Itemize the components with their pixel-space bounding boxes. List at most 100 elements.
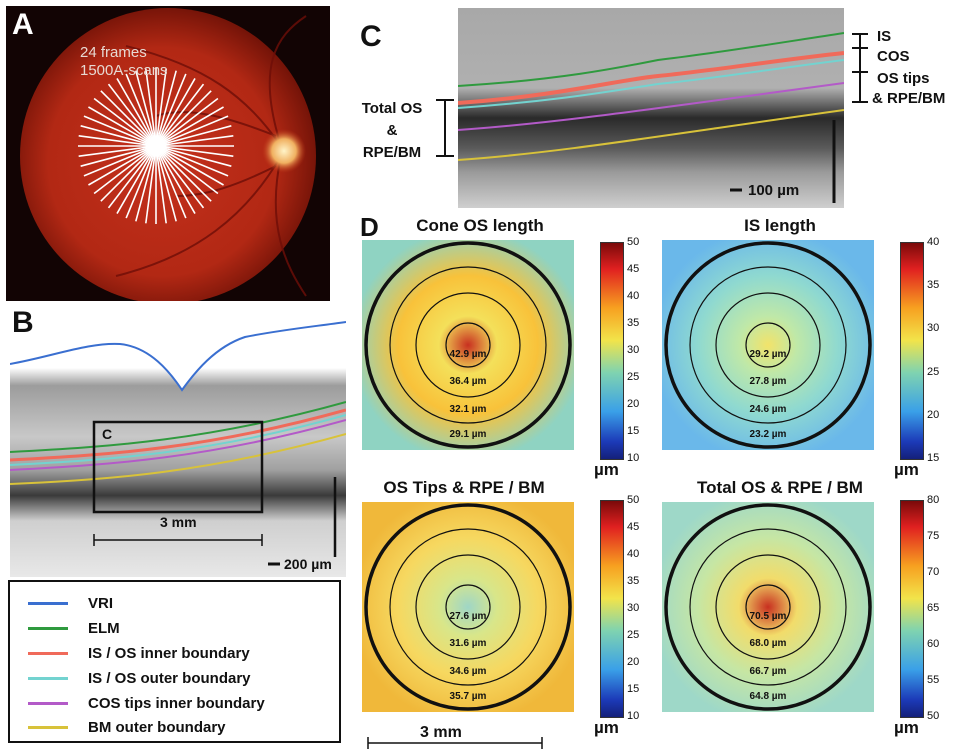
- b-width-label: 3 mm: [160, 514, 197, 530]
- colorbar-tick: 35: [927, 279, 940, 292]
- scan-ray: [107, 145, 157, 209]
- colorbar-tick: 80: [927, 494, 940, 506]
- map-ring: [389, 266, 547, 424]
- ring-value: 31.6 µm: [450, 638, 487, 649]
- map-ring: [745, 584, 791, 630]
- scan-ray: [155, 125, 232, 147]
- scan-ray: [155, 145, 177, 222]
- legend-swatch: [28, 601, 68, 605]
- scan-ray: [155, 106, 224, 147]
- colorbar-tick: 40: [627, 290, 640, 302]
- map-fill: [362, 502, 574, 712]
- colorbar-tick: 35: [627, 317, 640, 329]
- colorbar-tick: 35: [627, 575, 640, 587]
- map-ring: [689, 266, 847, 424]
- legend-item-vri: VRI: [28, 592, 113, 614]
- colorbar-tick: 20: [927, 408, 940, 421]
- c-right-brackets: [852, 33, 868, 103]
- map-fill: [362, 240, 574, 450]
- label-rpe-bm: & RPE/BM: [872, 90, 946, 107]
- colorbar-tick: 50: [927, 710, 940, 722]
- legend-item-bm: BM outer boundary: [28, 716, 226, 738]
- d-width-label: 3 mm: [420, 724, 462, 741]
- map-ring: [689, 528, 847, 686]
- scan-ray: [155, 115, 229, 147]
- colorbar-tick: 15: [927, 452, 940, 464]
- scan-ray: [88, 145, 157, 186]
- map-graphic: 27.6 µm 31.6 µm 34.6 µm 35.7 µm: [362, 502, 574, 712]
- ring-value: 29.1 µm: [450, 429, 487, 440]
- ring-value: 27.6 µm: [450, 611, 487, 622]
- map-ring: [445, 322, 491, 368]
- scan-ray: [88, 106, 157, 147]
- legend-label: BM outer boundary: [88, 718, 226, 736]
- colorbar: [600, 500, 624, 718]
- scan-ray: [78, 135, 157, 147]
- ring-value: 23.2 µm: [750, 429, 787, 440]
- legend-item-isos-outer: IS / OS outer boundary: [28, 667, 251, 689]
- thickness-map: 70.5 µm 68.0 µm 66.7 µm 64.8 µm: [662, 502, 874, 712]
- ring-value: 64.8 µm: [750, 691, 787, 702]
- fundus-image: 24 frames 1500A-scans: [6, 6, 330, 301]
- legend-swatch: [28, 651, 68, 655]
- scan-ray: [80, 125, 157, 147]
- scan-ray: [107, 83, 157, 147]
- scan-ray: [155, 145, 187, 219]
- inset-box: [92, 420, 264, 514]
- scan-ray: [155, 145, 167, 224]
- map-ring: [445, 584, 491, 630]
- colorbar-tick: 15: [627, 425, 640, 437]
- colorbar-tick: 60: [927, 638, 940, 650]
- ring-value: 42.9 µm: [450, 349, 487, 360]
- colorbar-tick: 20: [627, 398, 640, 410]
- scan-ray: [100, 90, 157, 147]
- label-rpe-bm-left: RPE/BM: [362, 144, 422, 161]
- scan-ray: [155, 145, 229, 177]
- map-ring: [364, 503, 572, 711]
- ring-value: 24.6 µm: [750, 404, 787, 415]
- scan-ray: [83, 115, 157, 147]
- colorbar-tick: 20: [627, 656, 640, 668]
- map-graphic: 29.2 µm 27.8 µm 24.6 µm 23.2 µm: [662, 240, 874, 450]
- oct-bscan: C 3 mm 200 µm: [10, 302, 346, 577]
- ring-value: 29.2 µm: [750, 349, 787, 360]
- colorbar-unit: µm: [894, 460, 919, 479]
- scan-ray: [155, 145, 196, 214]
- colorbar-unit: µm: [594, 718, 619, 737]
- scan-ray: [93, 145, 157, 195]
- scan-pattern: [78, 68, 234, 224]
- colorbar-tick: 25: [927, 365, 940, 378]
- map-ring: [715, 554, 821, 660]
- map-ring: [745, 322, 791, 368]
- scan-ray: [155, 145, 219, 195]
- legend-item-cos-tips: COS tips inner boundary: [28, 692, 265, 714]
- colorbar-tick: 40: [927, 236, 940, 248]
- ring-value: 70.5 µm: [750, 611, 787, 622]
- scan-ray: [78, 145, 157, 157]
- scan-ray: [155, 83, 205, 147]
- colorbar-tick: 30: [927, 322, 940, 335]
- scan-ray: [155, 135, 234, 147]
- legend-swatch: [28, 725, 68, 729]
- colorbar-tick: 10: [627, 710, 640, 722]
- colorbar: [900, 242, 924, 460]
- oct-zoom-graphic: [458, 8, 844, 208]
- colorbar-tick: 25: [627, 371, 640, 383]
- colorbar-tick: 50: [627, 494, 640, 506]
- map-ring: [415, 292, 521, 398]
- colorbar: [900, 500, 924, 718]
- legend-item-elm: ELM: [28, 617, 120, 639]
- thickness-map: 42.9 µm 36.4 µm 32.1 µm 29.1 µm: [362, 240, 574, 450]
- map-title: IS length: [744, 216, 816, 235]
- scan-ray: [155, 145, 212, 202]
- map-graphic: 42.9 µm 36.4 µm 32.1 µm 29.1 µm: [362, 240, 574, 450]
- inset-label: C: [102, 426, 113, 442]
- scan-ray: [155, 145, 205, 209]
- scan-ray: [125, 145, 157, 219]
- ring-value: 35.7 µm: [450, 691, 487, 702]
- colorbar-tick: 15: [627, 683, 640, 695]
- legend-label: VRI: [88, 594, 114, 612]
- colorbar-unit: µm: [894, 718, 919, 737]
- legend-item-isos-inner: IS / OS inner boundary: [28, 642, 250, 664]
- legend-label: IS / OS outer boundary: [88, 669, 251, 687]
